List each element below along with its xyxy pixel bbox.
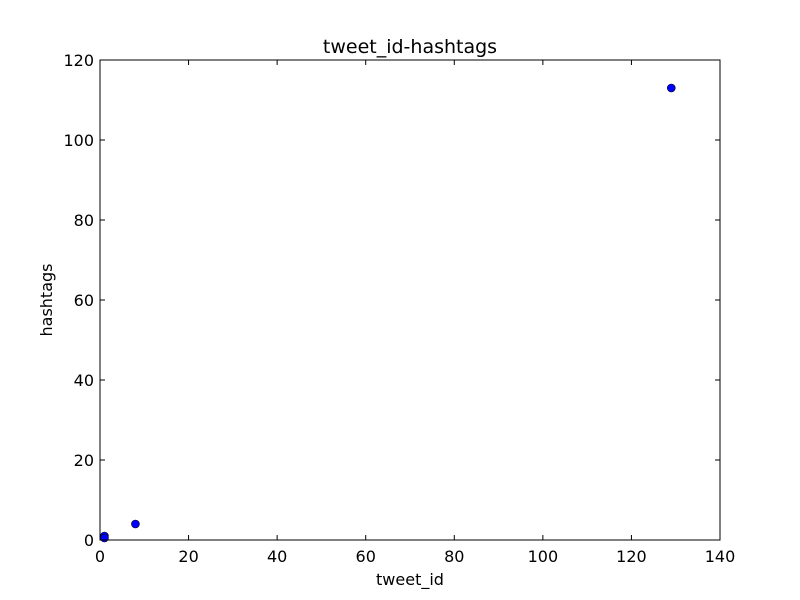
y-tick-label: 120 xyxy=(63,51,94,70)
x-tick-label: 0 xyxy=(95,547,105,566)
data-point xyxy=(100,533,109,543)
y-tick-label: 100 xyxy=(63,131,94,150)
x-tick-label: 40 xyxy=(267,547,287,566)
x-axis-title: tweet_id xyxy=(376,570,444,590)
x-tick-label: 140 xyxy=(705,547,736,566)
y-tick-label: 80 xyxy=(74,211,94,230)
x-tick-label: 20 xyxy=(178,547,198,566)
y-tick-label: 60 xyxy=(74,291,94,310)
data-points xyxy=(100,83,676,543)
x-tick-label: 120 xyxy=(616,547,647,566)
y-tick-label: 0 xyxy=(84,531,94,550)
x-tick-label: 80 xyxy=(444,547,464,566)
y-tick-label: 40 xyxy=(74,371,94,390)
data-point xyxy=(131,519,140,529)
y-axis-title: hashtags xyxy=(37,264,56,337)
x-tick-label: 60 xyxy=(356,547,376,566)
y-tick-label: 20 xyxy=(74,451,94,470)
plot-frame xyxy=(99,59,721,541)
data-point xyxy=(666,83,676,93)
x-tick-label: 100 xyxy=(528,547,559,566)
chart-title: tweet_id-hashtags xyxy=(323,36,497,58)
ticks-layer: 0 20 40 60 80 100 120 140 0 20 40 60 80 100 120 xyxy=(63,51,735,566)
